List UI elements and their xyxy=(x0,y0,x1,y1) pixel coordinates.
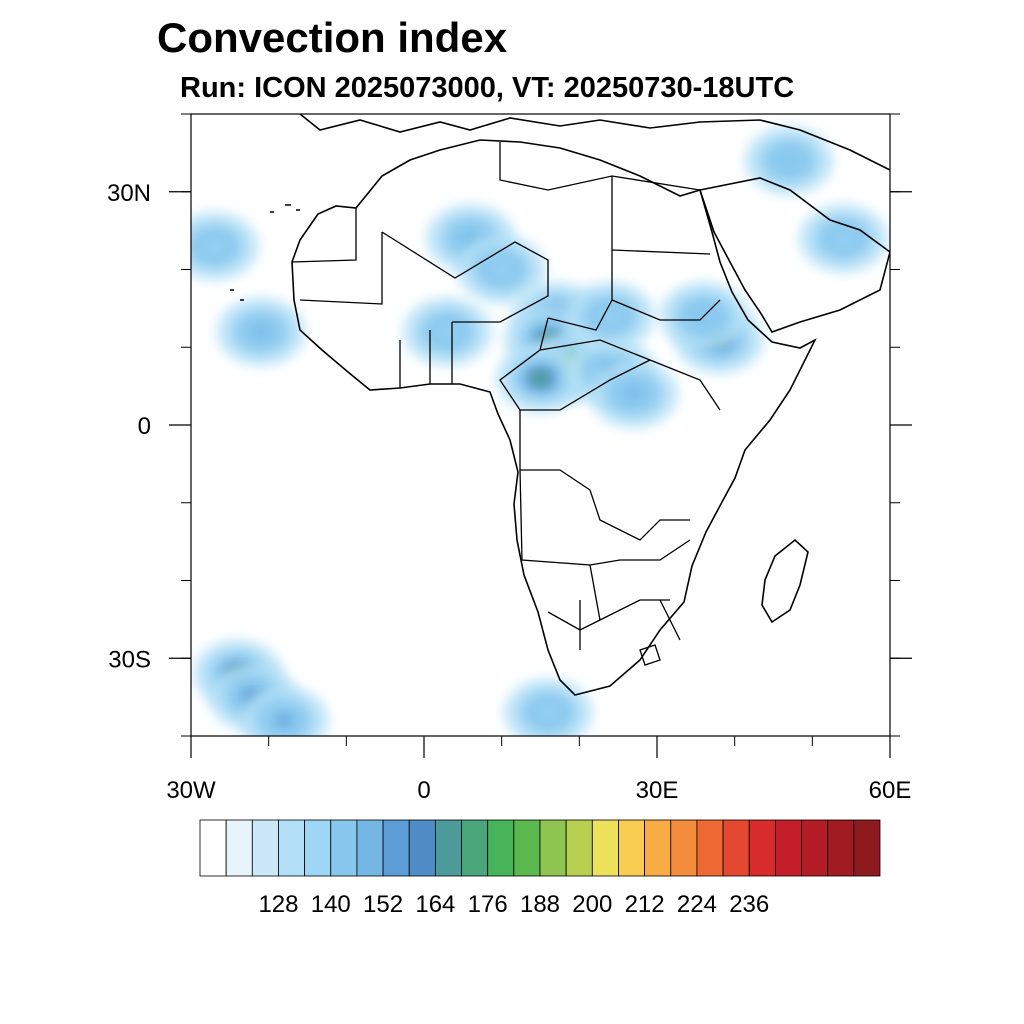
colorbar-swatch xyxy=(251,819,279,877)
x-tick-label: 60E xyxy=(869,777,912,804)
colorbar-swatch xyxy=(487,819,515,877)
convection-cell-12 xyxy=(744,126,834,195)
colorbar-swatch xyxy=(853,819,881,877)
colorbar-swatch xyxy=(591,819,619,877)
colorbar-swatch xyxy=(774,819,802,877)
colorbar-label: 152 xyxy=(363,891,403,918)
colorbar-swatch xyxy=(670,819,698,877)
colorbar-label: 224 xyxy=(677,891,717,918)
colorbar-swatch xyxy=(461,819,489,877)
colorbar-swatch xyxy=(225,819,253,877)
southern-africa-borders xyxy=(547,599,681,666)
land-outline-layer xyxy=(230,114,890,696)
colorbar-swatch xyxy=(827,819,855,877)
convection-cell-13 xyxy=(799,204,888,273)
colorbar-label: 176 xyxy=(468,891,508,918)
plot-frame xyxy=(190,113,891,737)
country-borders xyxy=(291,142,721,621)
y-tick-label: 30N xyxy=(107,180,151,207)
colorbar: 128 140 152 164 176 188 200 212 224 236 xyxy=(199,819,881,918)
chart-subtitle: Run: ICON 2025073000, VT: 20250730-18UTC xyxy=(180,72,795,104)
colorbar-label: 212 xyxy=(625,891,665,918)
north-coastline xyxy=(299,114,890,171)
convection-cell-19 xyxy=(240,686,329,736)
convection-cell-20 xyxy=(504,678,593,736)
colorbar-swatch xyxy=(539,819,567,877)
x-tick-label: 30W xyxy=(166,777,216,804)
cape-verde-islands xyxy=(230,289,244,301)
x-tick-label: 0 xyxy=(417,777,430,804)
africa-coastline xyxy=(291,139,817,696)
colorbar-swatch xyxy=(434,819,462,877)
colorbar-swatch xyxy=(330,819,358,877)
convection-cell-8 xyxy=(589,359,678,428)
colorbar-swatch xyxy=(382,819,410,877)
colorbar-swatch xyxy=(199,819,227,877)
colorbar-label: 164 xyxy=(415,891,455,918)
colorbar-swatch xyxy=(748,819,776,877)
chart-title: Convection index xyxy=(157,14,508,61)
colorbar-swatch xyxy=(644,819,672,877)
canary-islands xyxy=(270,204,300,213)
convection-cell-16 xyxy=(403,297,492,366)
colorbar-swatch xyxy=(408,819,436,877)
convection-cell-9 xyxy=(566,282,655,351)
madagascar-coastline xyxy=(761,538,809,624)
colorbar-label: 128 xyxy=(258,891,298,918)
colorbar-swatch xyxy=(801,819,829,877)
convection-field-layer xyxy=(191,126,888,736)
plot-area xyxy=(191,114,890,736)
colorbar-label: 188 xyxy=(520,891,560,918)
colorbar-swatch xyxy=(696,819,724,877)
colorbar-swatch xyxy=(356,819,384,877)
colorbar-swatch xyxy=(304,819,332,877)
colorbar-swatch xyxy=(618,819,646,877)
colorbar-label: 140 xyxy=(311,891,351,918)
y-tick-label: 0 xyxy=(138,413,151,440)
convection-cell-15 xyxy=(191,212,259,281)
convection-cell-14 xyxy=(216,297,306,366)
colorbar-swatch xyxy=(565,819,593,877)
colorbar-swatch xyxy=(513,819,541,877)
y-tick-label: 30S xyxy=(108,646,151,673)
colorbar-swatch xyxy=(278,819,306,877)
axis-ticks: 30W 0 30E 60E 30N 0 30S xyxy=(107,113,912,804)
convection-cell-6 xyxy=(496,344,585,413)
colorbar-swatch xyxy=(722,819,750,877)
x-tick-label: 30E xyxy=(636,777,679,804)
colorbar-label: 200 xyxy=(572,891,612,918)
colorbar-label: 236 xyxy=(729,891,769,918)
arabia-coastline xyxy=(698,177,890,333)
convection-cell-1 xyxy=(426,204,515,273)
